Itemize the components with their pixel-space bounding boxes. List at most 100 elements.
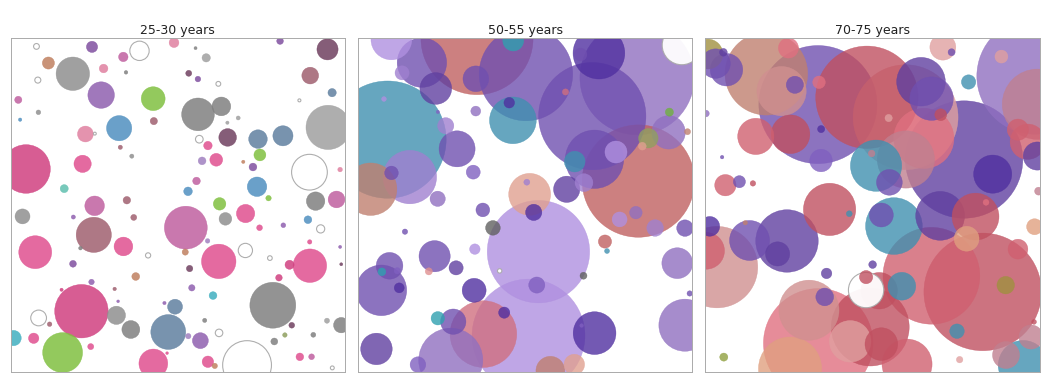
Circle shape xyxy=(89,279,94,285)
Circle shape xyxy=(301,67,318,84)
Circle shape xyxy=(715,175,736,196)
Circle shape xyxy=(1023,142,1050,170)
Circle shape xyxy=(209,292,217,300)
Circle shape xyxy=(1027,219,1043,235)
Circle shape xyxy=(756,210,818,272)
Circle shape xyxy=(6,331,21,346)
Title: 70-75 years: 70-75 years xyxy=(835,24,910,37)
Circle shape xyxy=(420,73,451,104)
Circle shape xyxy=(663,26,701,65)
Circle shape xyxy=(281,223,286,228)
Circle shape xyxy=(334,318,349,333)
Circle shape xyxy=(30,310,46,326)
Circle shape xyxy=(113,287,117,291)
Circle shape xyxy=(676,220,693,236)
Circle shape xyxy=(487,200,590,303)
Circle shape xyxy=(151,314,186,349)
Circle shape xyxy=(582,125,694,237)
Circle shape xyxy=(309,354,314,360)
Circle shape xyxy=(381,97,386,101)
Circle shape xyxy=(203,318,207,322)
Circle shape xyxy=(575,174,593,192)
Circle shape xyxy=(526,204,542,221)
Circle shape xyxy=(508,173,550,215)
Circle shape xyxy=(376,252,403,279)
Circle shape xyxy=(719,353,728,361)
Circle shape xyxy=(813,76,825,88)
Circle shape xyxy=(786,76,803,93)
Circle shape xyxy=(720,155,723,159)
Circle shape xyxy=(563,89,569,95)
Circle shape xyxy=(384,166,398,180)
Circle shape xyxy=(182,98,214,131)
Circle shape xyxy=(995,50,1008,63)
Circle shape xyxy=(438,118,454,134)
Circle shape xyxy=(285,260,294,269)
Circle shape xyxy=(215,329,223,337)
Circle shape xyxy=(194,47,197,50)
Circle shape xyxy=(724,33,807,115)
Circle shape xyxy=(430,191,445,206)
Circle shape xyxy=(250,282,296,328)
Circle shape xyxy=(378,268,385,276)
Circle shape xyxy=(78,126,93,142)
Circle shape xyxy=(182,249,188,255)
Circle shape xyxy=(973,155,1012,193)
Circle shape xyxy=(685,129,691,135)
Circle shape xyxy=(411,357,425,372)
Circle shape xyxy=(924,233,1042,351)
Circle shape xyxy=(432,311,444,325)
Circle shape xyxy=(952,193,999,240)
Circle shape xyxy=(204,141,212,150)
Circle shape xyxy=(249,130,268,148)
Circle shape xyxy=(759,46,877,164)
Circle shape xyxy=(168,299,183,314)
Circle shape xyxy=(242,160,245,164)
Circle shape xyxy=(289,322,295,328)
Circle shape xyxy=(19,236,51,268)
Circle shape xyxy=(394,283,404,293)
Circle shape xyxy=(419,328,483,383)
Circle shape xyxy=(666,108,673,116)
Circle shape xyxy=(638,142,646,150)
Circle shape xyxy=(647,220,664,236)
Circle shape xyxy=(308,240,312,244)
Circle shape xyxy=(210,153,223,166)
Circle shape xyxy=(35,77,41,83)
Circle shape xyxy=(331,366,334,370)
Circle shape xyxy=(869,203,894,227)
Circle shape xyxy=(292,154,328,190)
Circle shape xyxy=(165,206,207,249)
Circle shape xyxy=(882,339,932,383)
Circle shape xyxy=(719,48,728,56)
Circle shape xyxy=(226,121,229,124)
Circle shape xyxy=(765,242,790,266)
Circle shape xyxy=(1018,325,1043,349)
Circle shape xyxy=(687,291,692,296)
Circle shape xyxy=(630,206,643,219)
Circle shape xyxy=(476,203,489,217)
Circle shape xyxy=(131,214,136,220)
Circle shape xyxy=(846,211,853,217)
Circle shape xyxy=(688,232,724,269)
Circle shape xyxy=(662,248,693,278)
Circle shape xyxy=(436,110,440,114)
Circle shape xyxy=(702,110,709,117)
Circle shape xyxy=(306,105,351,149)
Circle shape xyxy=(123,196,130,204)
Circle shape xyxy=(598,235,611,248)
Circle shape xyxy=(916,192,965,240)
Circle shape xyxy=(122,321,140,339)
Circle shape xyxy=(93,132,97,135)
Circle shape xyxy=(816,288,834,306)
Circle shape xyxy=(397,38,446,87)
Circle shape xyxy=(489,97,537,144)
Circle shape xyxy=(107,306,126,324)
Circle shape xyxy=(948,49,956,56)
Circle shape xyxy=(192,333,208,349)
Circle shape xyxy=(296,353,303,361)
Circle shape xyxy=(307,192,324,210)
Circle shape xyxy=(868,261,877,268)
Circle shape xyxy=(1032,319,1036,324)
Circle shape xyxy=(150,118,157,125)
